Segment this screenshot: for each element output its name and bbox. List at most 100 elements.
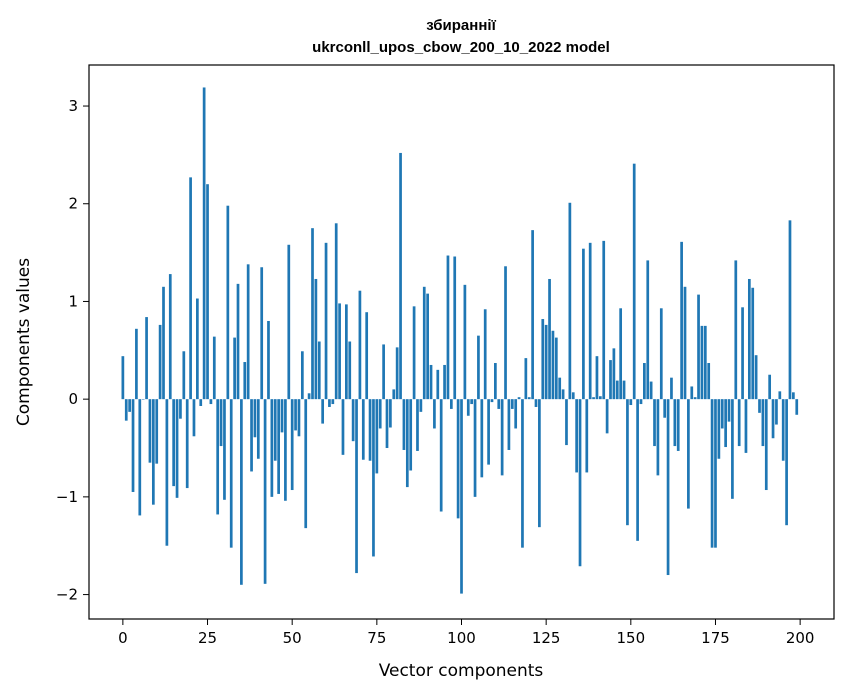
bar bbox=[294, 399, 297, 431]
bar bbox=[148, 399, 152, 463]
bar bbox=[517, 397, 521, 400]
bar bbox=[270, 399, 274, 497]
x-axis-ticks: 0 25 50 75 100 125 150 175 200 bbox=[118, 619, 814, 647]
bar bbox=[470, 399, 474, 405]
bar bbox=[168, 274, 172, 400]
bar bbox=[676, 399, 680, 451]
bar bbox=[571, 392, 575, 400]
bar bbox=[561, 389, 565, 400]
bar bbox=[253, 399, 257, 438]
bar bbox=[538, 399, 541, 528]
bar bbox=[287, 244, 291, 400]
bar bbox=[558, 377, 562, 400]
bar bbox=[636, 399, 639, 541]
bar bbox=[615, 380, 619, 400]
bar bbox=[226, 205, 230, 400]
y-tick-label: 0 bbox=[68, 390, 78, 408]
bar bbox=[544, 324, 548, 400]
bar bbox=[541, 319, 545, 400]
bar bbox=[629, 399, 633, 406]
bar bbox=[192, 399, 196, 437]
bar bbox=[196, 298, 199, 400]
bar bbox=[548, 278, 551, 400]
bar bbox=[551, 330, 555, 400]
y-tick-label: 3 bbox=[68, 97, 78, 115]
bar bbox=[351, 399, 355, 442]
bar bbox=[710, 399, 714, 548]
bar bbox=[165, 399, 169, 546]
bar bbox=[456, 399, 460, 519]
bar bbox=[734, 260, 738, 400]
bar bbox=[697, 294, 700, 400]
bar bbox=[345, 304, 348, 400]
x-tick-label: 200 bbox=[786, 629, 815, 647]
bar bbox=[263, 399, 267, 584]
bar bbox=[758, 399, 761, 413]
bar bbox=[680, 241, 683, 400]
bar bbox=[460, 399, 463, 594]
bar bbox=[724, 399, 727, 448]
bar bbox=[578, 399, 582, 567]
bar bbox=[588, 242, 592, 400]
bar bbox=[236, 283, 240, 400]
bar bbox=[209, 399, 213, 405]
bar bbox=[449, 399, 453, 409]
bar bbox=[534, 399, 538, 407]
bars-group bbox=[121, 87, 799, 594]
bar bbox=[246, 264, 250, 400]
bar bbox=[605, 399, 609, 434]
bar bbox=[504, 266, 507, 400]
bar bbox=[317, 341, 321, 400]
bar bbox=[141, 399, 145, 400]
bar bbox=[639, 399, 643, 405]
bar bbox=[402, 399, 406, 450]
bar bbox=[311, 228, 314, 400]
bar bbox=[497, 399, 501, 409]
bar bbox=[206, 184, 209, 400]
x-tick-label: 100 bbox=[447, 629, 476, 647]
bar bbox=[643, 363, 646, 400]
bar bbox=[717, 399, 721, 459]
bar bbox=[331, 399, 335, 405]
bar bbox=[124, 399, 128, 421]
bar bbox=[368, 399, 372, 461]
bar bbox=[781, 399, 785, 461]
bar bbox=[612, 348, 616, 400]
bar bbox=[179, 399, 182, 419]
bar bbox=[507, 399, 511, 450]
bar bbox=[768, 374, 772, 400]
bar bbox=[521, 399, 524, 548]
bar bbox=[385, 399, 389, 449]
bar bbox=[527, 397, 531, 400]
bar bbox=[300, 351, 304, 400]
x-tick-label: 150 bbox=[616, 629, 645, 647]
x-axis-label: Vector components bbox=[379, 661, 544, 681]
bar bbox=[372, 399, 375, 557]
bar bbox=[416, 399, 419, 451]
bar bbox=[307, 393, 311, 400]
bar bbox=[683, 286, 687, 400]
bar bbox=[788, 220, 792, 400]
bar bbox=[626, 399, 629, 526]
bar bbox=[771, 399, 775, 439]
bar bbox=[145, 317, 148, 400]
bar bbox=[216, 399, 220, 515]
bar bbox=[155, 399, 159, 464]
bar bbox=[135, 328, 138, 400]
bar bbox=[703, 325, 707, 400]
y-tick-label: 1 bbox=[68, 292, 78, 310]
bar bbox=[175, 399, 179, 498]
bar bbox=[751, 287, 755, 400]
bar bbox=[592, 397, 595, 400]
bar bbox=[395, 347, 399, 400]
bar bbox=[121, 356, 125, 400]
bar bbox=[653, 399, 656, 447]
bar bbox=[158, 324, 162, 400]
bar bbox=[297, 399, 301, 437]
bar bbox=[663, 399, 667, 418]
bar bbox=[602, 240, 606, 400]
bar bbox=[419, 399, 423, 412]
bar bbox=[775, 399, 778, 425]
bar bbox=[392, 389, 396, 400]
